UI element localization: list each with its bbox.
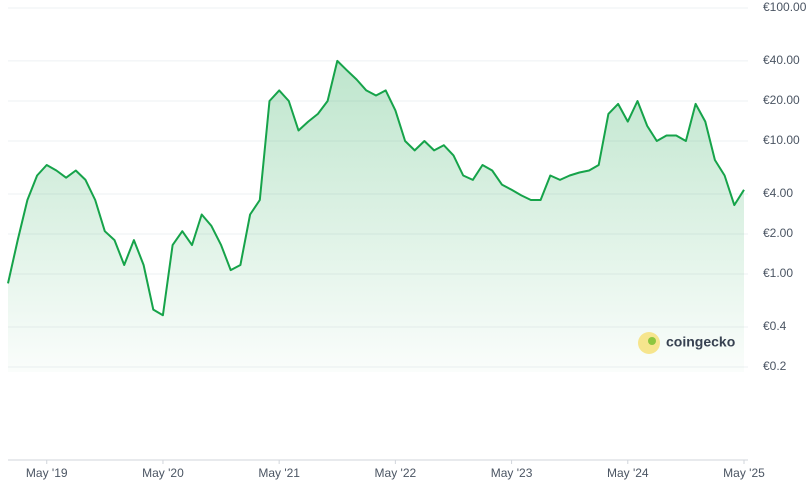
y-tick-label: €20.00	[763, 93, 800, 107]
x-tick-label: May '25	[723, 466, 765, 480]
y-tick-label: €100.00	[763, 0, 807, 14]
x-tick-label: May '23	[491, 466, 533, 480]
y-tick-label: €4.00	[763, 186, 793, 200]
watermark: coingecko	[638, 332, 735, 354]
y-tick-label: €1.00	[763, 266, 793, 280]
y-tick-label: €0.4	[763, 319, 787, 333]
y-tick-label: €0.2	[763, 359, 787, 373]
x-tick-label: May '21	[258, 466, 300, 480]
watermark-text: coingecko	[666, 334, 735, 350]
y-tick-label: €2.00	[763, 226, 793, 240]
y-tick-label: €10.00	[763, 133, 800, 147]
price-area	[8, 60, 744, 373]
x-tick-label: May '24	[607, 466, 649, 480]
x-tick-label: May '22	[375, 466, 417, 480]
x-tick-label: May '20	[142, 466, 184, 480]
y-tick-label: €40.00	[763, 53, 800, 67]
price-line	[7, 59, 745, 317]
x-tick-label: May '19	[26, 466, 68, 480]
logo-eye	[648, 337, 656, 345]
